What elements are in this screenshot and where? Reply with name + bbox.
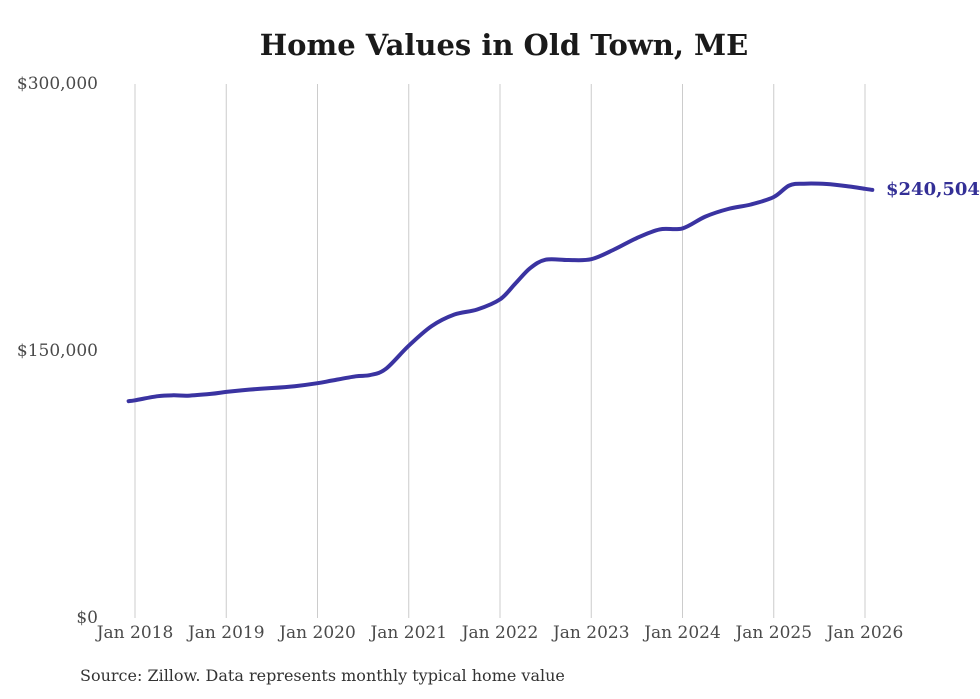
x-tick-label: Jan 2021 bbox=[370, 623, 448, 643]
home-value-line bbox=[126, 181, 875, 404]
x-tick-label: Jan 2025 bbox=[735, 623, 813, 643]
source-note: Source: Zillow. Data represents monthly … bbox=[80, 666, 565, 685]
x-tick-label: Jan 2018 bbox=[96, 623, 174, 643]
latest-value-label: $240,504 bbox=[886, 178, 980, 200]
x-tick-label: Jan 2023 bbox=[552, 623, 630, 643]
y-tick-label: $150,000 bbox=[16, 341, 98, 361]
x-tick-label: Jan 2022 bbox=[461, 623, 539, 643]
y-tick-label: $300,000 bbox=[16, 74, 98, 94]
x-tick-label: Jan 2024 bbox=[644, 623, 721, 643]
chart-title: Home Values in Old Town, ME bbox=[259, 28, 749, 62]
x-tick-label: Jan 2019 bbox=[187, 623, 265, 643]
y-tick-label: $0 bbox=[76, 608, 98, 628]
x-tick-label: Jan 2026 bbox=[826, 623, 904, 643]
x-tick-label: Jan 2020 bbox=[279, 623, 356, 643]
